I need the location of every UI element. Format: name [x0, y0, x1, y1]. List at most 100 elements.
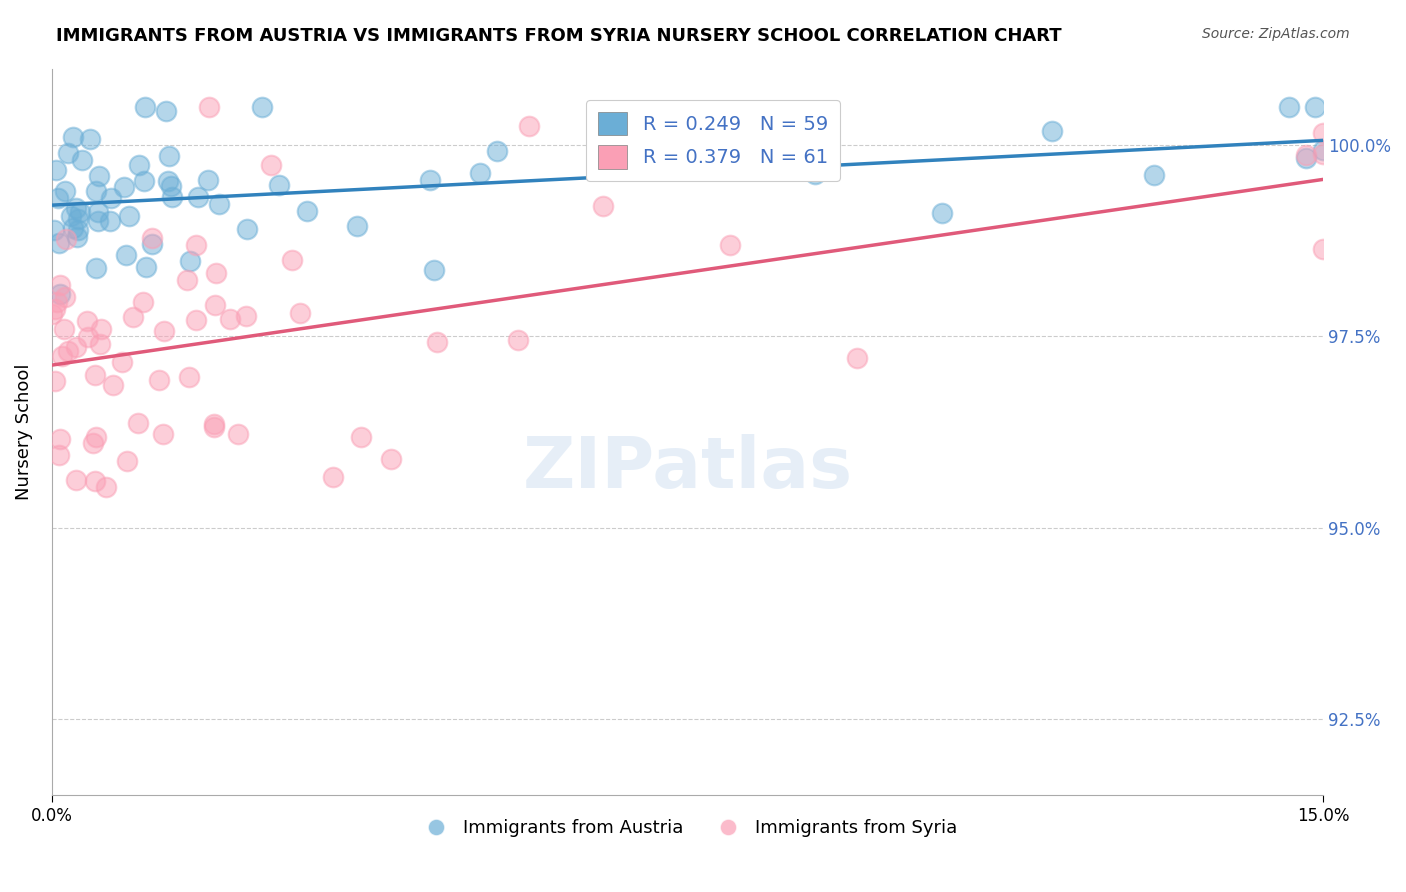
Immigrants from Austria [100, 191, 122, 205]
Immigrants from Austria [58, 145, 80, 160]
Immigrants from Syria [65, 473, 87, 487]
Immigrants from Syria [322, 469, 344, 483]
Immigrants from Syria [44, 301, 66, 316]
Immigrants from Syria [152, 324, 174, 338]
Immigrants from Syria [204, 297, 226, 311]
Immigrants from Austria [46, 191, 69, 205]
Immigrants from Austria [1303, 100, 1326, 114]
Immigrants from Syria [90, 322, 112, 336]
Immigrants from Syria [148, 373, 170, 387]
Immigrants from Syria [1312, 126, 1334, 140]
Immigrants from Syria [89, 336, 111, 351]
Immigrants from Syria [49, 432, 72, 446]
Immigrants from Austria [297, 203, 319, 218]
Immigrants from Syria [350, 430, 373, 444]
Immigrants from Syria [115, 453, 138, 467]
Immigrants from Austria [98, 214, 121, 228]
Immigrants from Syria [53, 322, 76, 336]
Immigrants from Austria [651, 151, 673, 165]
Immigrants from Syria [77, 330, 100, 344]
Immigrants from Syria [202, 417, 225, 431]
Immigrants from Austria [118, 210, 141, 224]
Immigrants from Syria [84, 368, 107, 382]
Immigrants from Syria [176, 273, 198, 287]
Immigrants from Austria [486, 144, 509, 158]
Immigrants from Syria [127, 416, 149, 430]
Immigrants from Austria [79, 132, 101, 146]
Immigrants from Austria [159, 178, 181, 193]
Immigrants from Syria [1312, 242, 1334, 256]
Immigrants from Syria [184, 237, 207, 252]
Immigrants from Austria [419, 173, 441, 187]
Immigrants from Austria [155, 104, 177, 119]
Immigrants from Austria [250, 100, 273, 114]
Immigrants from Syria [380, 451, 402, 466]
Immigrants from Austria [45, 162, 67, 177]
Immigrants from Austria [1040, 124, 1063, 138]
Immigrants from Austria [470, 165, 492, 179]
Immigrants from Austria [128, 158, 150, 172]
Immigrants from Syria [179, 369, 201, 384]
Immigrants from Austria [141, 237, 163, 252]
Immigrants from Austria [49, 286, 72, 301]
Immigrants from Austria [66, 229, 89, 244]
Immigrants from Syria [82, 435, 104, 450]
Immigrants from Austria [803, 167, 825, 181]
Immigrants from Austria [197, 173, 219, 187]
Immigrants from Syria [517, 119, 540, 133]
Immigrants from Syria [202, 420, 225, 434]
Immigrants from Syria [49, 277, 72, 292]
Immigrants from Syria [846, 351, 869, 365]
Immigrants from Austria [931, 206, 953, 220]
Immigrants from Austria [65, 201, 87, 215]
Immigrants from Syria [288, 306, 311, 320]
Immigrants from Syria [219, 311, 242, 326]
Immigrants from Austria [1295, 151, 1317, 165]
Immigrants from Austria [135, 260, 157, 274]
Immigrants from Syria [198, 100, 221, 114]
Immigrants from Austria [87, 214, 110, 228]
Immigrants from Austria [267, 178, 290, 193]
Immigrants from Austria [66, 212, 89, 227]
Immigrants from Syria [84, 429, 107, 443]
Immigrants from Syria [65, 340, 87, 354]
Text: ZIPatlas: ZIPatlas [523, 434, 852, 503]
Immigrants from Austria [236, 222, 259, 236]
Immigrants from Syria [718, 237, 741, 252]
Immigrants from Syria [94, 480, 117, 494]
Immigrants from Syria [44, 374, 66, 388]
Immigrants from Austria [69, 204, 91, 219]
Immigrants from Syria [131, 295, 153, 310]
Immigrants from Syria [235, 309, 257, 323]
Immigrants from Syria [1295, 148, 1317, 162]
Immigrants from Austria [423, 263, 446, 277]
Immigrants from Austria [156, 174, 179, 188]
Immigrants from Syria [260, 158, 283, 172]
Immigrants from Austria [114, 247, 136, 261]
Immigrants from Austria [1312, 144, 1334, 158]
Immigrants from Austria [134, 100, 156, 114]
Immigrants from Syria [76, 314, 98, 328]
Immigrants from Austria [346, 219, 368, 233]
Immigrants from Syria [205, 266, 228, 280]
Immigrants from Austria [1278, 100, 1301, 114]
Immigrants from Austria [62, 129, 84, 144]
Text: IMMIGRANTS FROM AUSTRIA VS IMMIGRANTS FROM SYRIA NURSERY SCHOOL CORRELATION CHAR: IMMIGRANTS FROM AUSTRIA VS IMMIGRANTS FR… [56, 27, 1062, 45]
Immigrants from Syria [184, 313, 207, 327]
Immigrants from Austria [70, 153, 93, 167]
Immigrants from Austria [179, 253, 201, 268]
Immigrants from Austria [89, 169, 111, 183]
Immigrants from Syria [103, 378, 125, 392]
Immigrants from Syria [141, 231, 163, 245]
Immigrants from Austria [132, 174, 155, 188]
Immigrants from Syria [51, 349, 73, 363]
Immigrants from Austria [84, 261, 107, 276]
Immigrants from Syria [226, 426, 249, 441]
Immigrants from Austria [87, 204, 110, 219]
Immigrants from Syria [58, 343, 80, 358]
Immigrants from Syria [506, 333, 529, 347]
Immigrants from Austria [53, 185, 76, 199]
Immigrants from Syria [152, 427, 174, 442]
Immigrants from Austria [66, 223, 89, 237]
Immigrants from Syria [84, 474, 107, 488]
